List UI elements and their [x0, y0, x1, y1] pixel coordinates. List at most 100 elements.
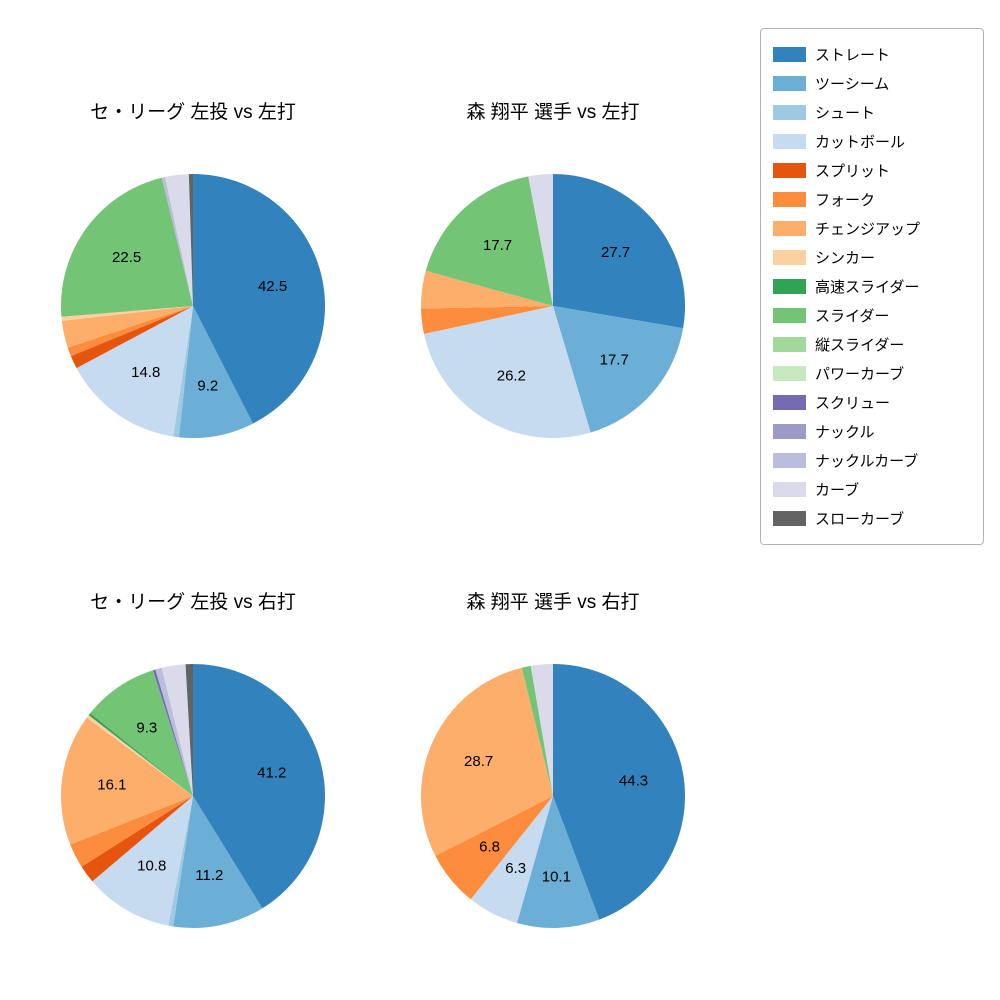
pie-slice — [70, 796, 193, 867]
pie-slice — [188, 174, 193, 306]
legend-swatch — [773, 366, 806, 381]
pie-slice — [61, 306, 193, 321]
legend-swatch — [773, 47, 806, 62]
pie-chart-ce-league-lhp-vs-rhb: セ・リーグ 左投 vs 右打 41.2 11.2 10.8 16.1 9.3 — [38, 588, 348, 936]
pie-slice — [161, 664, 193, 796]
legend-swatch — [773, 279, 806, 294]
pie-slice — [193, 174, 325, 424]
pie-slice — [420, 667, 553, 856]
pie-slice-value-label: 6.3 — [505, 860, 526, 877]
pie-svg: 27.7 17.7 26.2 17.7 — [420, 174, 686, 438]
legend-entry: シュート — [773, 98, 971, 127]
chart-title: セ・リーグ 左投 vs 右打 — [90, 592, 296, 613]
pie-slice — [553, 664, 685, 920]
pie-slice — [173, 306, 193, 438]
legend-entry: フォーク — [773, 185, 971, 214]
pie-slice — [168, 796, 193, 927]
legend-swatch — [773, 424, 806, 439]
pie-slice-value-label: 16.1 — [97, 776, 126, 793]
pie-slice — [193, 664, 325, 909]
pie-slice — [90, 670, 193, 796]
legend-entry: ナックル — [773, 417, 971, 446]
legend-entry: 縦スライダー — [773, 330, 971, 359]
legend-entry: スライダー — [773, 301, 971, 330]
legend-label: ツーシーム — [815, 76, 890, 93]
legend-entry: カットボール — [773, 127, 971, 156]
pie-svg: 41.2 11.2 10.8 16.1 9.3 — [61, 664, 325, 928]
chart-title: 森 翔平 選手 vs 左打 — [466, 102, 640, 123]
pie-slice — [553, 306, 684, 433]
legend-label: シュート — [815, 105, 876, 122]
pie-slice — [155, 667, 193, 796]
legend-entry: スクリュー — [773, 388, 971, 417]
pie-slice — [470, 796, 553, 923]
pie-slice — [70, 306, 193, 369]
pie-slice-value-label: 17.7 — [600, 351, 629, 368]
legend-entry: パワーカーブ — [773, 359, 971, 388]
legend-label: チェンジアップ — [815, 221, 921, 238]
pie-slice — [88, 713, 193, 796]
legend-entry: ストレート — [773, 40, 971, 69]
legend-entry: スローカーブ — [773, 504, 971, 533]
legend-swatch — [773, 134, 806, 149]
pie-slice-value-label: 42.5 — [258, 278, 287, 295]
legend-swatch — [773, 511, 806, 526]
pie-slice — [521, 665, 553, 796]
pie-slice — [420, 270, 553, 309]
legend-swatch — [773, 337, 806, 352]
chart-title: 森 翔平 選手 vs 右打 — [466, 592, 640, 613]
legend-entry: チェンジアップ — [773, 214, 971, 243]
pie-slice-value-label: 11.2 — [195, 867, 223, 884]
pie-slice-value-label: 26.2 — [497, 367, 526, 384]
pie-slice — [161, 177, 193, 306]
pie-slice — [61, 306, 194, 348]
pie-slice — [173, 796, 263, 928]
legend-label: ナックル — [815, 424, 875, 441]
legend-label: スローカーブ — [815, 511, 905, 528]
pie-slice — [165, 174, 193, 306]
pie-slice — [553, 174, 686, 329]
legend-swatch — [773, 105, 806, 120]
legend-label: 高速スライダー — [815, 279, 920, 296]
pie-slice-value-label: 9.2 — [197, 377, 218, 394]
legend-swatch — [773, 163, 806, 178]
legend-label: スライダー — [815, 308, 890, 325]
legend-label: パワーカーブ — [815, 366, 905, 383]
pie-slice-value-label: 10.8 — [137, 858, 166, 875]
pie-slice — [528, 174, 553, 306]
pie-slice — [153, 669, 193, 796]
chart-title: セ・リーグ 左投 vs 左打 — [90, 102, 296, 123]
pie-slice — [424, 306, 591, 438]
legend-label: シンカー — [815, 250, 876, 267]
pie-slice — [516, 796, 600, 928]
pie-slice — [61, 717, 193, 845]
pie-slice-value-label: 17.7 — [483, 237, 512, 254]
legend-label: ナックルカーブ — [815, 453, 919, 470]
pie-slice — [530, 664, 553, 796]
pie-slice-value-label: 44.3 — [619, 772, 648, 789]
pie-slice — [425, 176, 553, 306]
pie-slice — [435, 796, 553, 900]
legend-entries: ストレートツーシームシュートカットボールスプリットフォークチェンジアップ シンカー… — [773, 40, 971, 533]
legend-label: カーブ — [815, 482, 860, 499]
legend-entry: ツーシーム — [773, 69, 971, 98]
legend-entry: シンカー — [773, 243, 971, 272]
pie-chart-mori-shohei-vs-rhb: 森 翔平 選手 vs 右打 44.3 10.1 6.3 6.8 28.7 — [398, 588, 708, 936]
legend-label: スプリット — [815, 163, 891, 180]
legend-swatch — [773, 250, 806, 265]
pie-slice — [421, 306, 553, 334]
pie-svg: 44.3 10.1 6.3 6.8 28.7 — [420, 664, 685, 928]
pie-chart-ce-league-lhp-vs-lhb: セ・リーグ 左投 vs 左打 42.5 9.2 14.8 22.5 — [38, 98, 348, 446]
legend-swatch — [773, 192, 806, 207]
pie-slice — [92, 796, 193, 926]
legend-swatch — [773, 395, 806, 410]
pie-chart-mori-shohei-vs-lhb: 森 翔平 選手 vs 左打 27.7 17.7 26.2 17.7 — [398, 98, 708, 446]
legend-label: フォーク — [815, 192, 876, 209]
legend-label: ストレート — [815, 47, 891, 64]
pie-slice-value-label: 28.7 — [464, 753, 493, 770]
pie-svg: 42.5 9.2 14.8 22.5 — [60, 174, 325, 439]
pie-slice-value-label: 27.7 — [601, 244, 630, 261]
pie-slice-value-label: 10.1 — [542, 869, 571, 886]
legend-swatch — [773, 453, 806, 468]
